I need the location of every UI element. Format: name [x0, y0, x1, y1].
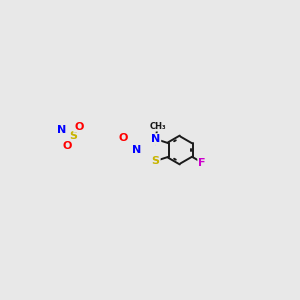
- Text: S: S: [69, 131, 77, 142]
- Text: S: S: [152, 156, 160, 166]
- Text: N: N: [57, 125, 66, 135]
- Text: N: N: [151, 134, 160, 144]
- Text: O: O: [74, 122, 83, 131]
- Text: N: N: [132, 145, 142, 155]
- Text: O: O: [63, 141, 72, 152]
- Text: CH₃: CH₃: [149, 122, 166, 131]
- Text: O: O: [119, 133, 128, 143]
- Text: F: F: [198, 158, 206, 167]
